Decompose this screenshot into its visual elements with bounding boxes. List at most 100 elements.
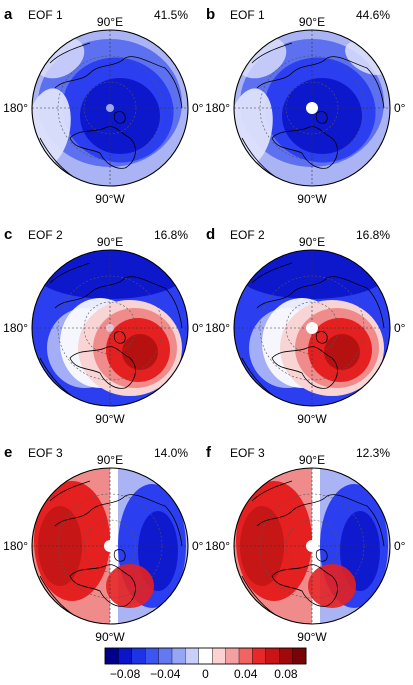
coastline (54, 494, 183, 547)
coastline (256, 56, 385, 109)
variance-label: 14.0% (154, 446, 188, 460)
label-180: 180° (205, 101, 230, 115)
pole-hole (306, 322, 318, 334)
panel-e: e EOF 3 14.0% 90°E 180° 0° 90°W (3, 444, 204, 644)
panel-d: d EOF 2 16.8% 90°E 180° 0° 90°W (205, 226, 406, 426)
map-boundary (31, 249, 189, 407)
coastline (54, 276, 183, 329)
label-180: 180° (3, 321, 28, 335)
label-0: 0° (192, 539, 204, 553)
greenland-outline (271, 346, 338, 389)
pole-hole (306, 102, 318, 114)
island-outline (315, 549, 328, 562)
label-180: 180° (3, 101, 28, 115)
field-red-sector (308, 564, 356, 608)
map-disk (32, 468, 188, 624)
label-90e: 90°E (97, 235, 123, 249)
panel-a: a EOF 1 41.5% 90°E 180° 0° 90°W (3, 6, 204, 206)
panel-letter: e (4, 444, 12, 461)
colorbar-tick-label: 0 (202, 667, 209, 681)
greenland-outline (271, 126, 338, 169)
panel-f: f EOF 3 12.3% 90°E 180° 0° 90°W (205, 444, 406, 644)
label-180: 180° (205, 539, 230, 553)
field-deep-blue-core (282, 78, 362, 154)
map-boundary (233, 249, 391, 407)
panel-title: EOF 1 (28, 8, 63, 22)
coastline (54, 56, 183, 109)
label-90e: 90°E (299, 15, 325, 29)
panel-title: EOF 1 (230, 8, 265, 22)
variance-label: 44.6% (356, 8, 390, 22)
panel-title: EOF 3 (230, 446, 265, 460)
map-disk (234, 30, 390, 186)
greenland-outline (69, 564, 136, 607)
colorbar-swatch (104, 647, 119, 665)
panel-title: EOF 3 (28, 446, 63, 460)
label-0: 0° (394, 101, 406, 115)
label-90w: 90°W (297, 630, 327, 644)
panel-letter: d (206, 226, 215, 243)
map-disk (32, 30, 188, 186)
label-180: 180° (205, 321, 230, 335)
label-0: 0° (192, 101, 204, 115)
colorbar-tick-label: −0.04 (150, 667, 181, 681)
colorbar-swatch (131, 647, 146, 665)
colorbar-swatch (292, 647, 307, 665)
panel-c: c EOF 2 16.8% 90°E 180° 0° 90°W (3, 226, 204, 426)
coastline (256, 276, 385, 329)
label-90e: 90°E (299, 453, 325, 467)
coastline (256, 494, 385, 547)
field-deep-blue-core (80, 78, 160, 154)
pole-hole (104, 540, 116, 552)
colorbar-tick-label: 0.04 (234, 667, 258, 681)
label-0: 0° (394, 321, 406, 335)
field-deep-blue (138, 511, 178, 591)
map-disk (234, 250, 390, 406)
colorbar-swatch (211, 647, 227, 665)
island-outline (113, 111, 126, 124)
label-90e: 90°E (97, 15, 123, 29)
map-boundary (233, 29, 391, 187)
pole-hole (306, 540, 318, 552)
colorbar-swatch (265, 647, 280, 665)
panel-letter: f (206, 444, 212, 461)
label-90w: 90°W (95, 630, 125, 644)
colorbar-swatch (252, 647, 267, 665)
map-disk (234, 468, 390, 624)
colorbar-swatch (158, 647, 173, 665)
label-90e: 90°E (97, 453, 123, 467)
island-outline (113, 331, 126, 344)
greenland-outline (271, 564, 338, 607)
label-90w: 90°W (297, 192, 327, 206)
map-boundary (31, 467, 189, 625)
label-90w: 90°W (95, 192, 125, 206)
greenland-outline (69, 346, 136, 389)
label-90w: 90°W (297, 412, 327, 426)
panel-letter: b (206, 6, 215, 23)
colorbar-swatch (279, 647, 294, 665)
colorbar-swatch (225, 647, 240, 665)
colorbar-swatch (198, 647, 213, 665)
panel-title: EOF 2 (230, 228, 265, 242)
field-deep-blue (340, 511, 380, 591)
colorbar-tick-label: −0.08 (110, 667, 141, 681)
greenland-outline (69, 126, 136, 169)
label-90e: 90°E (299, 235, 325, 249)
pole-marker (106, 324, 114, 332)
label-90w: 90°W (95, 412, 125, 426)
island-outline (315, 111, 328, 124)
label-0: 0° (394, 539, 406, 553)
field-deep-red (122, 334, 158, 370)
colorbar-swatch (238, 647, 253, 665)
variance-label: 16.8% (154, 228, 188, 242)
panel-b: b EOF 1 44.6% 90°E 180° 0° 90°W (205, 6, 406, 206)
panel-letter: a (4, 6, 13, 23)
map-boundary (233, 467, 391, 625)
map-disk (32, 250, 188, 406)
island-outline (315, 331, 328, 344)
variance-label: 41.5% (154, 8, 188, 22)
field-red-sector (106, 564, 154, 608)
island-outline (113, 549, 126, 562)
colorbar-swatch (118, 647, 133, 665)
